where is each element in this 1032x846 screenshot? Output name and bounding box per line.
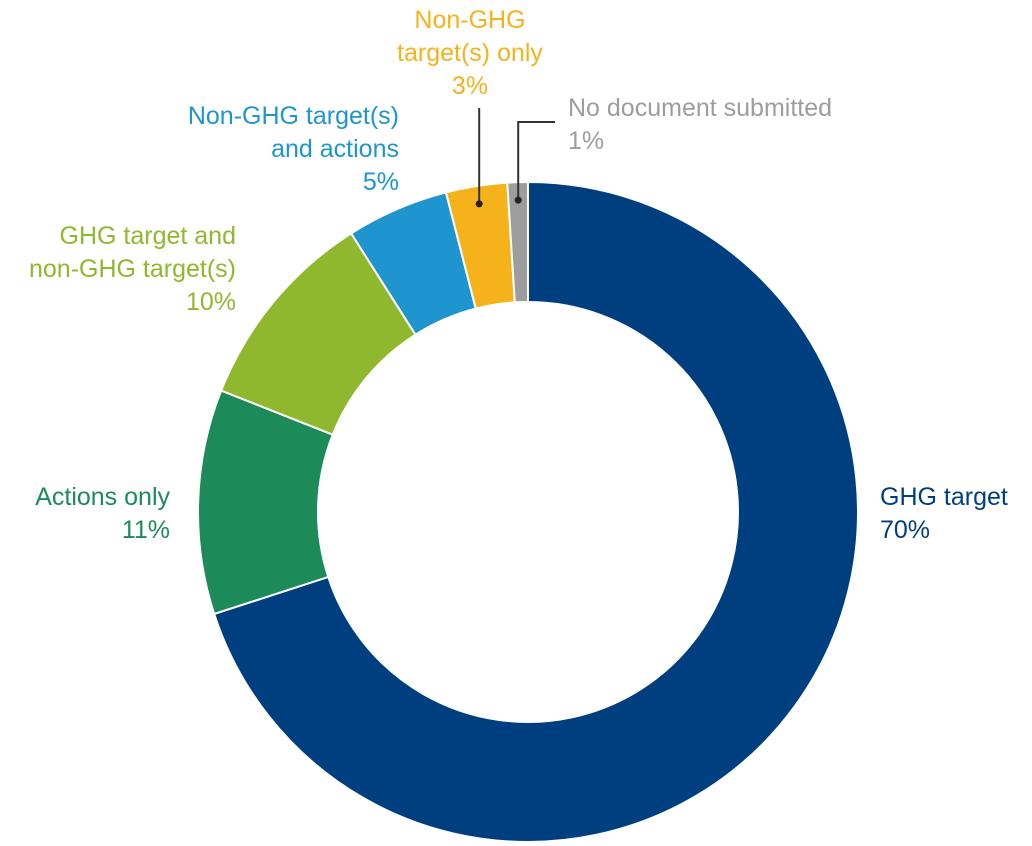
leader-dot-no-document (514, 196, 522, 204)
slice-label-non-ghg-and-actions: Non-GHG target(s) and actions 5% (188, 100, 399, 199)
slice-value-non-ghg-only: 3% (451, 72, 489, 100)
slice-name-ghg-target: GHG target (880, 483, 1008, 511)
slice-label-ghg-target: GHG target 70% (880, 481, 1008, 547)
leader-line-no-document (517, 121, 555, 201)
slice-name-non-ghg-and-actions-line2: and actions (271, 135, 399, 163)
slice-label-actions-only: Actions only 11% (35, 481, 170, 547)
leader-dot-non-ghg-only (475, 200, 483, 208)
slice-label-ghg-and-non-ghg: GHG target and non-GHG target(s) 10% (29, 220, 236, 319)
slice-name-no-document: No document submitted (568, 94, 833, 122)
slice-ghg-target (212, 180, 859, 843)
slice-value-ghg-and-non-ghg: 10% (185, 288, 236, 316)
slice-value-actions-only: 11% (121, 516, 170, 544)
slice-label-non-ghg-only: Non-GHG target(s) only 3% (380, 4, 560, 103)
slice-name-ghg-and-non-ghg-line1: GHG target and (59, 222, 236, 250)
slice-name-non-ghg-only-line1: Non-GHG (414, 6, 526, 34)
slice-value-no-document: 1% (568, 127, 605, 155)
slice-name-actions-only: Actions only (35, 483, 170, 511)
slice-value-non-ghg-and-actions: 5% (362, 168, 399, 196)
slice-name-non-ghg-only-line2: target(s) only (397, 39, 543, 67)
slice-value-ghg-target: 70% (880, 516, 931, 544)
slice-name-non-ghg-and-actions-line1: Non-GHG target(s) (187, 102, 399, 130)
slice-no-document (506, 180, 529, 304)
slice-label-no-document: No document submitted 1% (568, 92, 832, 158)
slice-name-ghg-and-non-ghg-line2: non-GHG target(s) (28, 255, 236, 283)
